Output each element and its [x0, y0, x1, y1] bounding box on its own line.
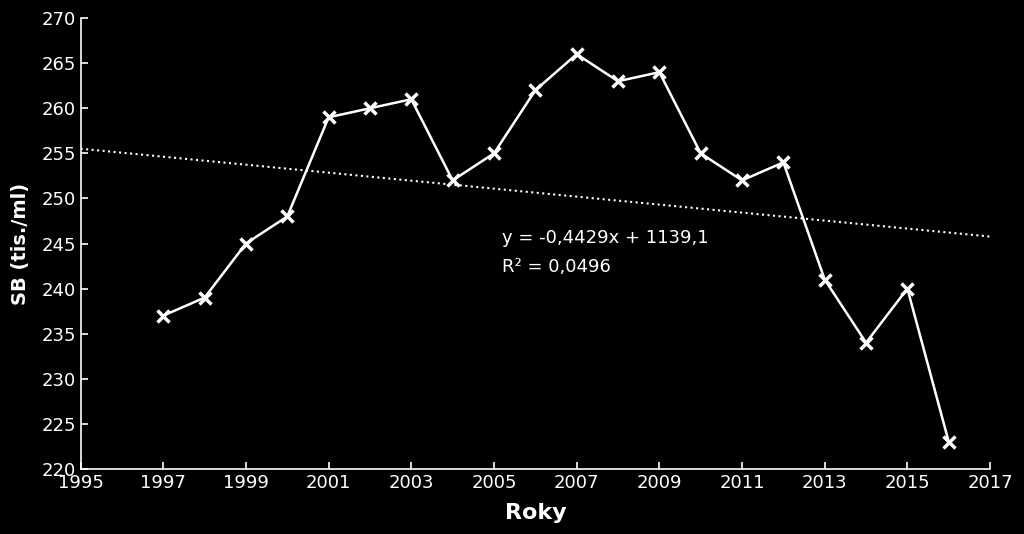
Y-axis label: SB (tis./ml): SB (tis./ml)	[11, 183, 30, 304]
Text: y = -0,4429x + 1139,1
R² = 0,0496: y = -0,4429x + 1139,1 R² = 0,0496	[502, 229, 709, 276]
X-axis label: Roky: Roky	[505, 503, 566, 523]
